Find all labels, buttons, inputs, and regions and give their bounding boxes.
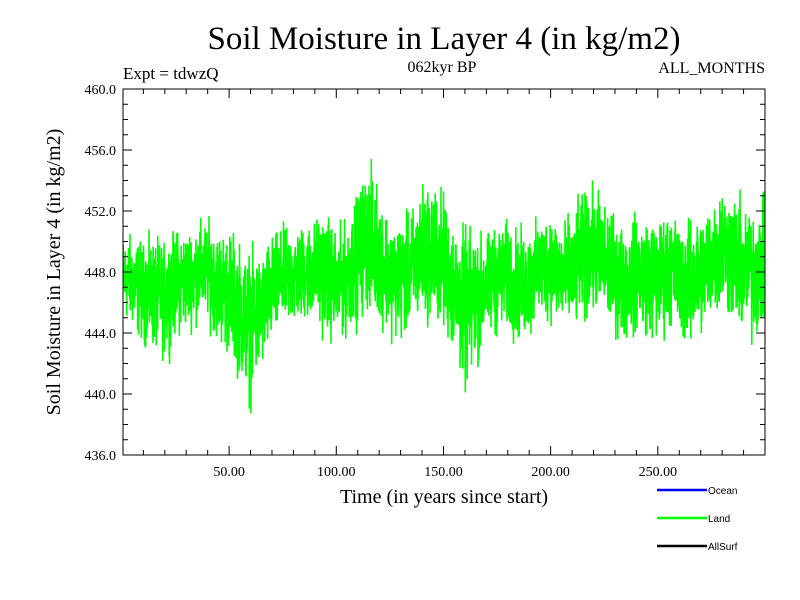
- axis-ticks: 50.00 100.00 150.00 200.00 250.00 436.0 440.0 4…: [85, 83, 765, 480]
- y-tick-label: 444.0: [85, 327, 117, 342]
- legend-label-land: Land: [708, 514, 730, 525]
- y-tick-label: 448.0: [85, 266, 117, 281]
- x-tick-label: 100.00: [317, 465, 356, 480]
- series-layer: [123, 158, 765, 414]
- x-tick-label: 250.00: [639, 465, 678, 480]
- chart-subtitle: 062kyr BP: [408, 59, 477, 76]
- x-axis-label: Time (in years since start): [340, 486, 548, 508]
- experiment-label: Expt = tdwzQ: [123, 64, 219, 83]
- y-tick-label: 436.0: [85, 449, 117, 464]
- y-tick-label: 440.0: [85, 388, 117, 403]
- y-tick-label: 452.0: [85, 205, 117, 220]
- x-tick-label: 50.00: [213, 465, 245, 480]
- chart-title: Soil Moisture in Layer 4 (in kg/m2): [208, 21, 681, 57]
- y-axis-label: Soil Moisture in Layer 4 (in kg/m2): [43, 129, 65, 416]
- x-tick-label: 200.00: [531, 465, 570, 480]
- months-label: ALL_MONTHS: [658, 60, 765, 77]
- y-tick-label: 456.0: [85, 144, 117, 159]
- series-line-land: [123, 158, 765, 414]
- legend: Ocean Land AllSurf: [657, 486, 738, 553]
- legend-label-ocean: Ocean: [708, 486, 737, 497]
- y-tick-label: 460.0: [85, 83, 117, 98]
- x-tick-label: 150.00: [424, 465, 463, 480]
- legend-label-allsurf: AllSurf: [708, 542, 738, 553]
